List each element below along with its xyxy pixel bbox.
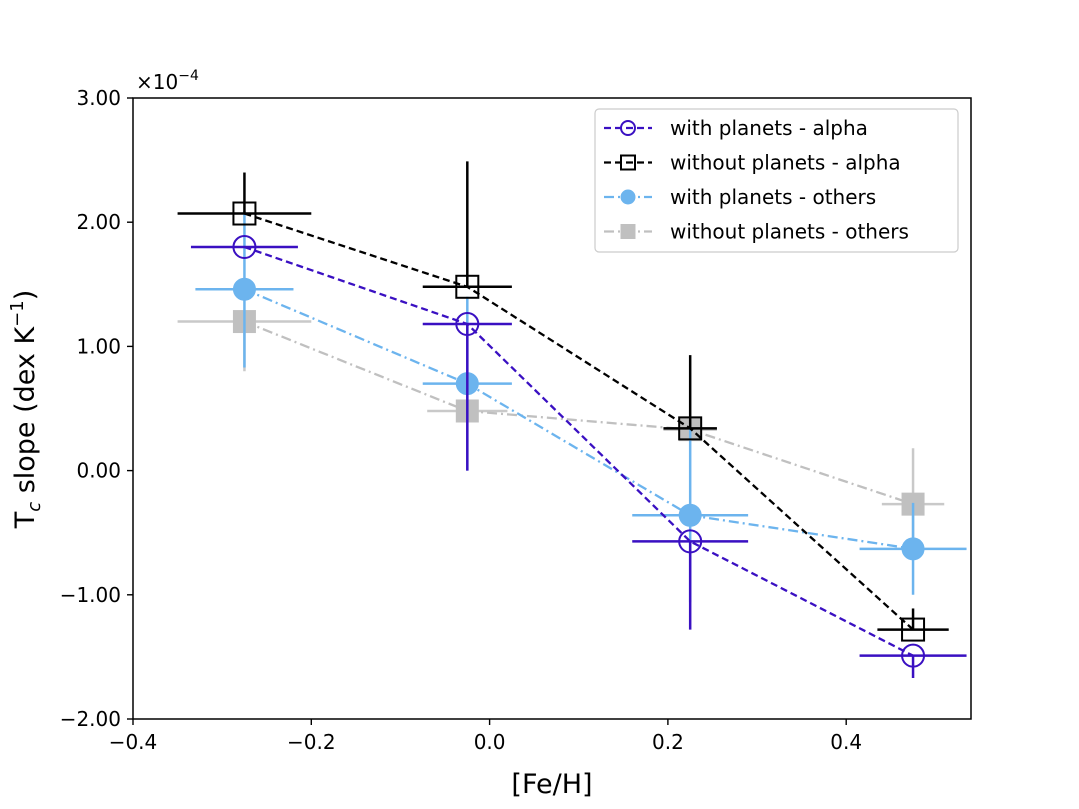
data-point [678, 416, 703, 441]
series-line [243, 320, 914, 506]
x-tick-label: −0.2 [287, 730, 336, 754]
series-3 [177, 161, 949, 642]
data-point [901, 617, 926, 642]
data-point [678, 529, 703, 554]
series-1 [195, 211, 967, 603]
plot-content [177, 161, 967, 679]
y-tick-label: 2.00 [76, 210, 121, 234]
series-2 [190, 235, 967, 679]
legend-marker [620, 154, 636, 171]
y-tick-label: 1.00 [76, 334, 121, 358]
y-axis: −2.00 −1.00 0.00 1.00 2.00 3.00 [60, 86, 133, 731]
data-point [678, 503, 702, 527]
x-tick-label: 0.4 [830, 730, 862, 754]
x-tick-label: −0.4 [109, 730, 158, 754]
legend-box [594, 108, 959, 253]
data-point [232, 201, 257, 226]
legend-marker [620, 189, 636, 205]
legend-marker [620, 224, 636, 239]
legend: with planets - alpha without planets - al… [594, 108, 959, 253]
legend-item: without planets - alpha [604, 151, 901, 175]
plot-frame [132, 97, 972, 720]
legend-label: with planets - others [670, 185, 876, 209]
legend-label: without planets - alpha [670, 151, 901, 175]
y-multiplier-label: ×10−4 [136, 68, 199, 94]
series-line [244, 245, 914, 657]
series-line [244, 212, 914, 631]
series-line [243, 288, 914, 550]
legend-item: without planets - others [604, 220, 909, 244]
x-tick-label: 0.2 [652, 730, 684, 754]
data-point [232, 235, 257, 260]
data-point [455, 312, 480, 337]
data-point [901, 643, 926, 668]
x-axis-label: [Fe/H] [511, 769, 592, 800]
legend-label: with planets - alpha [670, 116, 868, 140]
y-axis-label: Tc slope (dex K−1) [7, 290, 45, 530]
y-tick-label: −2.00 [60, 707, 121, 731]
legend-label: without planets - others [670, 220, 909, 244]
legend-marker [620, 120, 636, 136]
y-tick-label: −1.00 [60, 583, 121, 607]
legend-item: with planets - others [604, 185, 876, 209]
x-axis: −0.4 −0.2 0.0 0.2 0.4 [109, 719, 862, 754]
data-point [901, 537, 925, 561]
data-point [232, 277, 256, 301]
y-tick-label: 3.00 [76, 86, 121, 110]
data-point [455, 274, 480, 299]
y-tick-label: 0.00 [76, 459, 121, 483]
x-tick-label: 0.0 [474, 730, 506, 754]
legend-item: with planets - alpha [604, 116, 868, 140]
y-multiplier-exponent: −4 [178, 68, 199, 84]
